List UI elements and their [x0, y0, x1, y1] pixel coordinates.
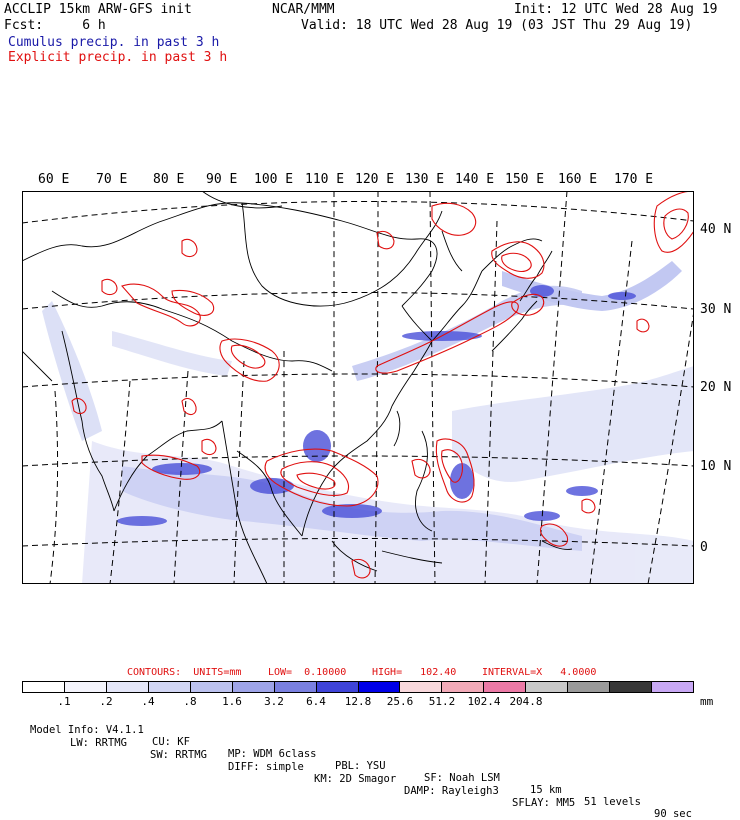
- lon-label: 80 E: [153, 172, 185, 187]
- colorbar-swatch: [400, 682, 443, 692]
- lon-label: 170 E: [614, 172, 654, 187]
- coastlines: [22, 191, 573, 584]
- lon-label: 160 E: [558, 172, 598, 187]
- colorbar: [22, 681, 694, 693]
- colorbar-unit: mm: [700, 695, 714, 708]
- cumulus-precip-field: [42, 261, 694, 584]
- colorbar-tick-label: 102.4: [467, 695, 501, 708]
- header-left-line2: Fcst: 6 h: [4, 18, 106, 33]
- contour-info: CONTOURS: UNITS=mm LOW= 0.10000 HIGH= 10…: [0, 667, 740, 722]
- lon-label: 140 E: [455, 172, 495, 187]
- model-info-sflay: SFLAY: MM5: [512, 797, 576, 809]
- colorbar-swatch: [64, 682, 107, 692]
- lon-label: 100 E: [254, 172, 294, 187]
- colorbar-swatch: [568, 682, 611, 692]
- header-left-line1: ACCLIP 15km ARW-GFS init: [4, 2, 192, 17]
- colorbar-swatch: [610, 682, 653, 692]
- lon-label: 130 E: [405, 172, 445, 187]
- colorbar-tick-label: 25.6: [386, 695, 414, 708]
- cumulus-label: Cumulus precip. in past 3 h: [8, 35, 220, 50]
- colorbar-swatch: [274, 682, 317, 692]
- colorbar-swatch: [190, 682, 233, 692]
- lat-label: 10 N: [700, 459, 732, 474]
- model-info-damp: DAMP: Rayleigh3: [404, 785, 499, 797]
- colorbar-swatch: [23, 682, 65, 692]
- colorbar-tick-label: 1.6: [222, 695, 242, 708]
- colorbar-swatch: [484, 682, 527, 692]
- precipitation-map: [22, 191, 694, 584]
- model-info-line2: LW: RRTMG SW: RRTMG DIFF: simple KM: 2D …: [0, 725, 740, 809]
- colorbar-swatch: [358, 682, 401, 692]
- model-info-km: KM: 2D Smagor: [314, 773, 397, 785]
- explicit-label: Explicit precip. in past 3 h: [8, 50, 228, 65]
- contour-interval: INTERVAL=X 4.0000: [482, 667, 597, 678]
- explicit-precip-contours: [71, 191, 694, 579]
- header-center: NCAR/MMM: [272, 2, 335, 17]
- colorbar-swatch: [526, 682, 569, 692]
- lon-label: 150 E: [505, 172, 545, 187]
- contour-units: CONTOURS: UNITS=mm: [127, 667, 242, 678]
- colorbar-swatch: [232, 682, 275, 692]
- header-valid: Valid: 18 UTC Wed 28 Aug 19 (03 JST Thu …: [301, 18, 693, 33]
- model-info-lw: LW: RRTMG: [70, 737, 127, 749]
- colorbar-tick-label: 6.4: [306, 695, 326, 708]
- lon-label: 70 E: [96, 172, 128, 187]
- lon-label: 90 E: [206, 172, 238, 187]
- colorbar-tick-label: .2: [99, 695, 113, 708]
- contour-high: HIGH= 102.40: [372, 667, 457, 678]
- model-info-diff: DIFF: simple: [228, 761, 304, 773]
- model-info-version: Model Info: V4.1.1: [30, 724, 144, 736]
- header-init: Init: 12 UTC Wed 28 Aug 19: [514, 2, 718, 17]
- colorbar-tick-label: 204.8: [509, 695, 543, 708]
- colorbar-swatch: [148, 682, 191, 692]
- colorbar-tick-label: .1: [57, 695, 71, 708]
- lat-label: 0: [700, 540, 708, 555]
- colorbar-tick-label: 3.2: [264, 695, 284, 708]
- lat-label: 40 N: [700, 222, 732, 237]
- colorbar-swatch: [442, 682, 485, 692]
- colorbar-tick-label: 12.8: [344, 695, 372, 708]
- lon-label: 60 E: [38, 172, 70, 187]
- lon-label: 110 E: [305, 172, 345, 187]
- colorbar-tick-label: .4: [141, 695, 155, 708]
- colorbar-tick-label: .8: [183, 695, 197, 708]
- colorbar-swatch: [652, 682, 693, 692]
- lat-label: 20 N: [700, 380, 732, 395]
- model-info-sw: SW: RRTMG: [150, 749, 207, 761]
- contour-low: LOW= 0.10000: [268, 667, 347, 678]
- lon-label: 120 E: [355, 172, 395, 187]
- model-info-timestep: 90 sec: [654, 808, 692, 820]
- lat-label: 30 N: [700, 302, 732, 317]
- colorbar-swatch: [316, 682, 359, 692]
- colorbar-swatch: [106, 682, 149, 692]
- colorbar-tick-label: 51.2: [428, 695, 456, 708]
